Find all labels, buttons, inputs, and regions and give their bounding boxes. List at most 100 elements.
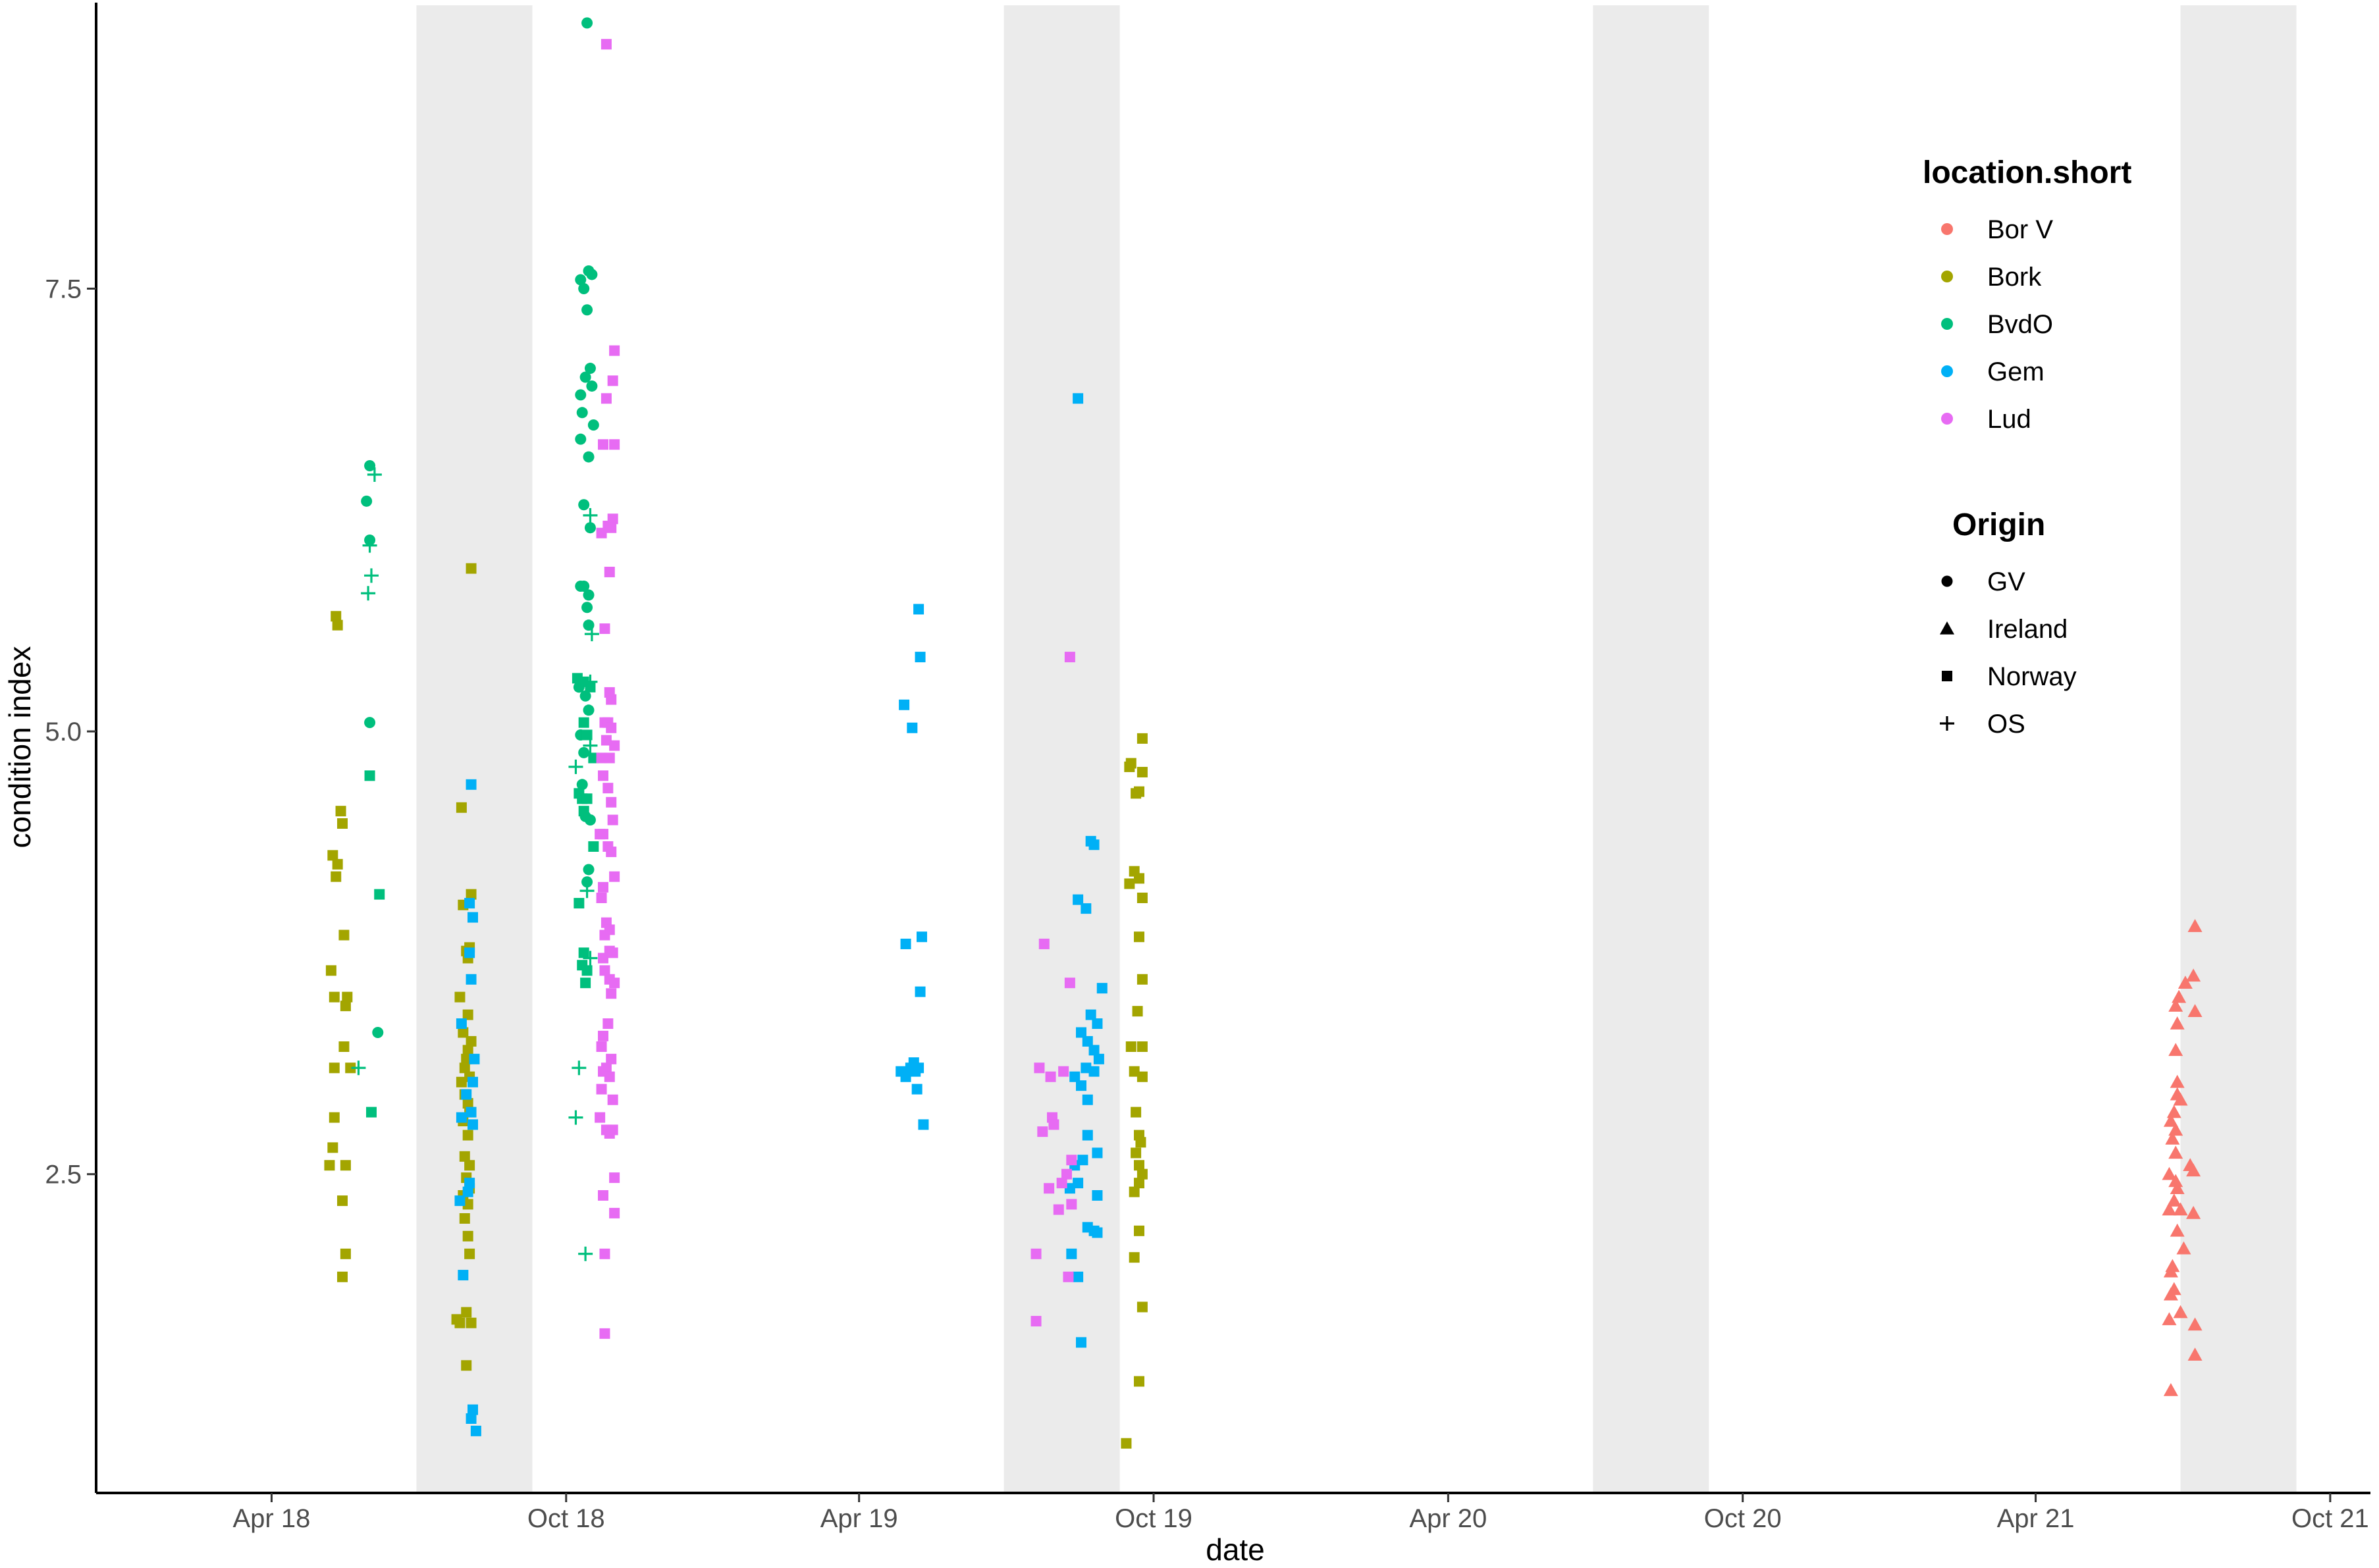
point-bork-norway <box>1134 1178 1144 1189</box>
point-bvdo-os <box>367 467 382 482</box>
point-bor-v-ireland <box>2173 1202 2188 1216</box>
point-lud-norway <box>609 978 620 989</box>
point-lud-norway <box>609 439 620 450</box>
point-bvdo-os <box>584 627 599 642</box>
point-bork-norway <box>1134 786 1144 797</box>
point-bork-norway <box>1136 974 1148 985</box>
point-bor-v-ireland <box>2186 1205 2201 1219</box>
point-lud-norway <box>1061 1168 1072 1180</box>
point-bork-norway <box>459 1062 470 1074</box>
point-bvdo-gv <box>578 499 590 511</box>
point-bor-v-ireland <box>2163 1382 2178 1396</box>
legend-label: Norway <box>1987 662 2077 691</box>
point-gem-norway <box>1092 1227 1103 1238</box>
legend-key-ireland <box>1940 621 1954 635</box>
point-gem-norway <box>1077 1155 1088 1166</box>
point-gem-norway <box>1073 1271 1084 1282</box>
point-bork-norway <box>340 1001 351 1012</box>
point-lud-norway <box>1044 1183 1055 1194</box>
point-bork-norway <box>1134 1225 1144 1236</box>
point-bork-norway <box>1136 893 1148 903</box>
point-gem-norway <box>469 1053 480 1064</box>
legend-key-gem <box>1941 365 1953 377</box>
point-bor-v-ireland <box>2162 1312 2177 1326</box>
point-bvdo-norway <box>580 978 591 989</box>
point-gem-norway <box>907 722 918 733</box>
point-bork-norway <box>1134 1376 1144 1387</box>
point-bork-norway <box>461 1053 472 1064</box>
point-gem-norway <box>913 1062 924 1074</box>
point-lud-norway <box>601 393 612 404</box>
point-gem-norway <box>466 1413 477 1424</box>
point-lud-norway <box>598 881 608 893</box>
point-bork-norway <box>1136 1168 1148 1180</box>
point-bork-norway <box>329 991 340 1003</box>
point-gem-norway <box>918 1119 929 1130</box>
point-lud-norway <box>606 522 617 533</box>
point-bor-v-ireland <box>2170 1016 2185 1030</box>
point-bvdo-gv <box>581 17 593 29</box>
point-lud-norway <box>607 1094 618 1105</box>
point-bvdo-gv <box>584 814 596 826</box>
point-bvdo-os <box>583 674 598 689</box>
point-bor-v-ireland <box>2162 1202 2177 1216</box>
point-gem-norway <box>468 1404 478 1415</box>
point-gem-norway <box>1092 1018 1103 1030</box>
point-bvdo-os <box>351 1060 366 1076</box>
point-bor-v-ireland <box>2187 919 2203 932</box>
point-bork-norway <box>1131 1107 1142 1118</box>
point-gem-norway <box>1096 983 1108 994</box>
point-gem-norway <box>468 912 478 923</box>
point-lud-norway <box>1058 1066 1069 1077</box>
point-bork-norway <box>461 1307 472 1318</box>
point-gem-norway <box>1082 1035 1093 1047</box>
point-lud-norway <box>606 722 617 733</box>
x-axis-title: date <box>1206 1532 1265 1567</box>
point-bvdo-gv <box>583 451 595 463</box>
color-legend-entries: Bor V Bork BvdO Gem Lud <box>1941 215 2053 434</box>
point-bor-v-ireland <box>2173 1305 2188 1319</box>
legend-label: Lud <box>1987 405 2031 434</box>
point-bvdo-gv <box>372 1026 384 1038</box>
point-lud-norway <box>606 847 617 858</box>
point-bork-norway <box>324 1160 335 1171</box>
point-lud-norway <box>1034 1062 1045 1074</box>
point-lud-norway <box>607 814 618 825</box>
point-bork-norway <box>325 965 336 976</box>
legend-key-lud <box>1941 413 1953 425</box>
point-gem-norway <box>900 938 911 949</box>
point-bork-norway <box>1136 733 1148 744</box>
point-gem-norway <box>454 1195 466 1207</box>
point-bvdo-norway <box>366 1107 377 1118</box>
point-lud-norway <box>598 1190 608 1201</box>
legend-label: Bork <box>1987 263 2042 292</box>
x-tick-label: Apr 18 <box>233 1504 311 1533</box>
point-bork-norway <box>337 1195 348 1207</box>
point-bvdo-os <box>568 1110 583 1125</box>
point-bvdo-gv <box>361 495 373 507</box>
point-gem-norway <box>456 1112 467 1123</box>
point-bvdo-gv <box>575 389 587 401</box>
point-bvdo-os <box>568 759 583 774</box>
legend-key-gv <box>1941 575 1953 587</box>
color-legend-title: location.short <box>1923 155 2131 190</box>
point-lud-norway <box>1048 1119 1059 1130</box>
point-gem-norway <box>1085 1009 1096 1020</box>
point-bvdo-gv <box>578 580 590 592</box>
shape-legend-entries: GV Ireland Norway OS <box>1940 567 2077 739</box>
x-axis-ticks: Apr 18 Oct 18 Apr 19 Oct 19 Apr 20 Oct 20 Apr … <box>233 1493 2369 1533</box>
point-bor-v-ireland <box>2173 1092 2188 1106</box>
point-lud-norway <box>606 797 617 808</box>
legend-key-bork <box>1941 271 1953 282</box>
shape-legend-title: Origin <box>1952 508 2045 542</box>
point-bork-norway <box>462 1130 473 1141</box>
point-bork-norway <box>1132 1006 1143 1017</box>
point-bork-norway <box>464 1160 475 1171</box>
point-gem-norway <box>1064 1183 1075 1194</box>
shaded-periods <box>416 5 2297 1493</box>
point-bvdo-gv <box>576 407 588 419</box>
point-bor-v-ireland <box>2168 1043 2183 1057</box>
point-gem-norway <box>464 898 475 909</box>
legend-label: Ireland <box>1987 615 2068 644</box>
point-bvdo-gv <box>575 433 587 445</box>
